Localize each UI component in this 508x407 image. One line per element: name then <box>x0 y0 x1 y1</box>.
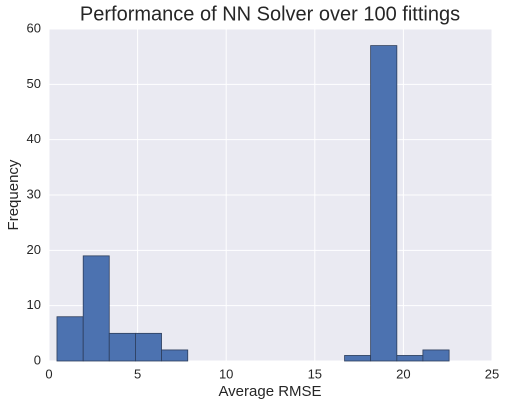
bar <box>396 355 424 362</box>
y-tick-label: 20 <box>27 242 41 257</box>
bar <box>422 349 450 362</box>
x-tick-label: 25 <box>485 366 499 381</box>
y-tick-label: 0 <box>34 352 41 367</box>
x-axis-label: Average RMSE <box>218 383 321 400</box>
x-tick-label: 15 <box>308 366 322 381</box>
bar <box>161 349 189 362</box>
x-tick-label: 20 <box>396 366 410 381</box>
y-axis-label: Frequency <box>5 159 22 230</box>
y-tick-label: 60 <box>27 20 41 35</box>
y-tick-label: 50 <box>27 76 41 91</box>
bar <box>344 355 372 362</box>
bar <box>56 316 84 362</box>
chart-title: Performance of NN Solver over 100 fittin… <box>80 3 460 25</box>
bar <box>82 255 110 362</box>
bar <box>135 332 162 362</box>
x-tick-label: 10 <box>219 366 233 381</box>
y-tick-label: 40 <box>27 131 41 146</box>
bar <box>370 45 398 362</box>
y-tick-label: 10 <box>27 297 41 312</box>
x-tick-label: 0 <box>45 366 52 381</box>
x-tick-label: 5 <box>134 366 141 381</box>
bar <box>108 332 136 362</box>
y-tick-label: 30 <box>27 186 41 201</box>
